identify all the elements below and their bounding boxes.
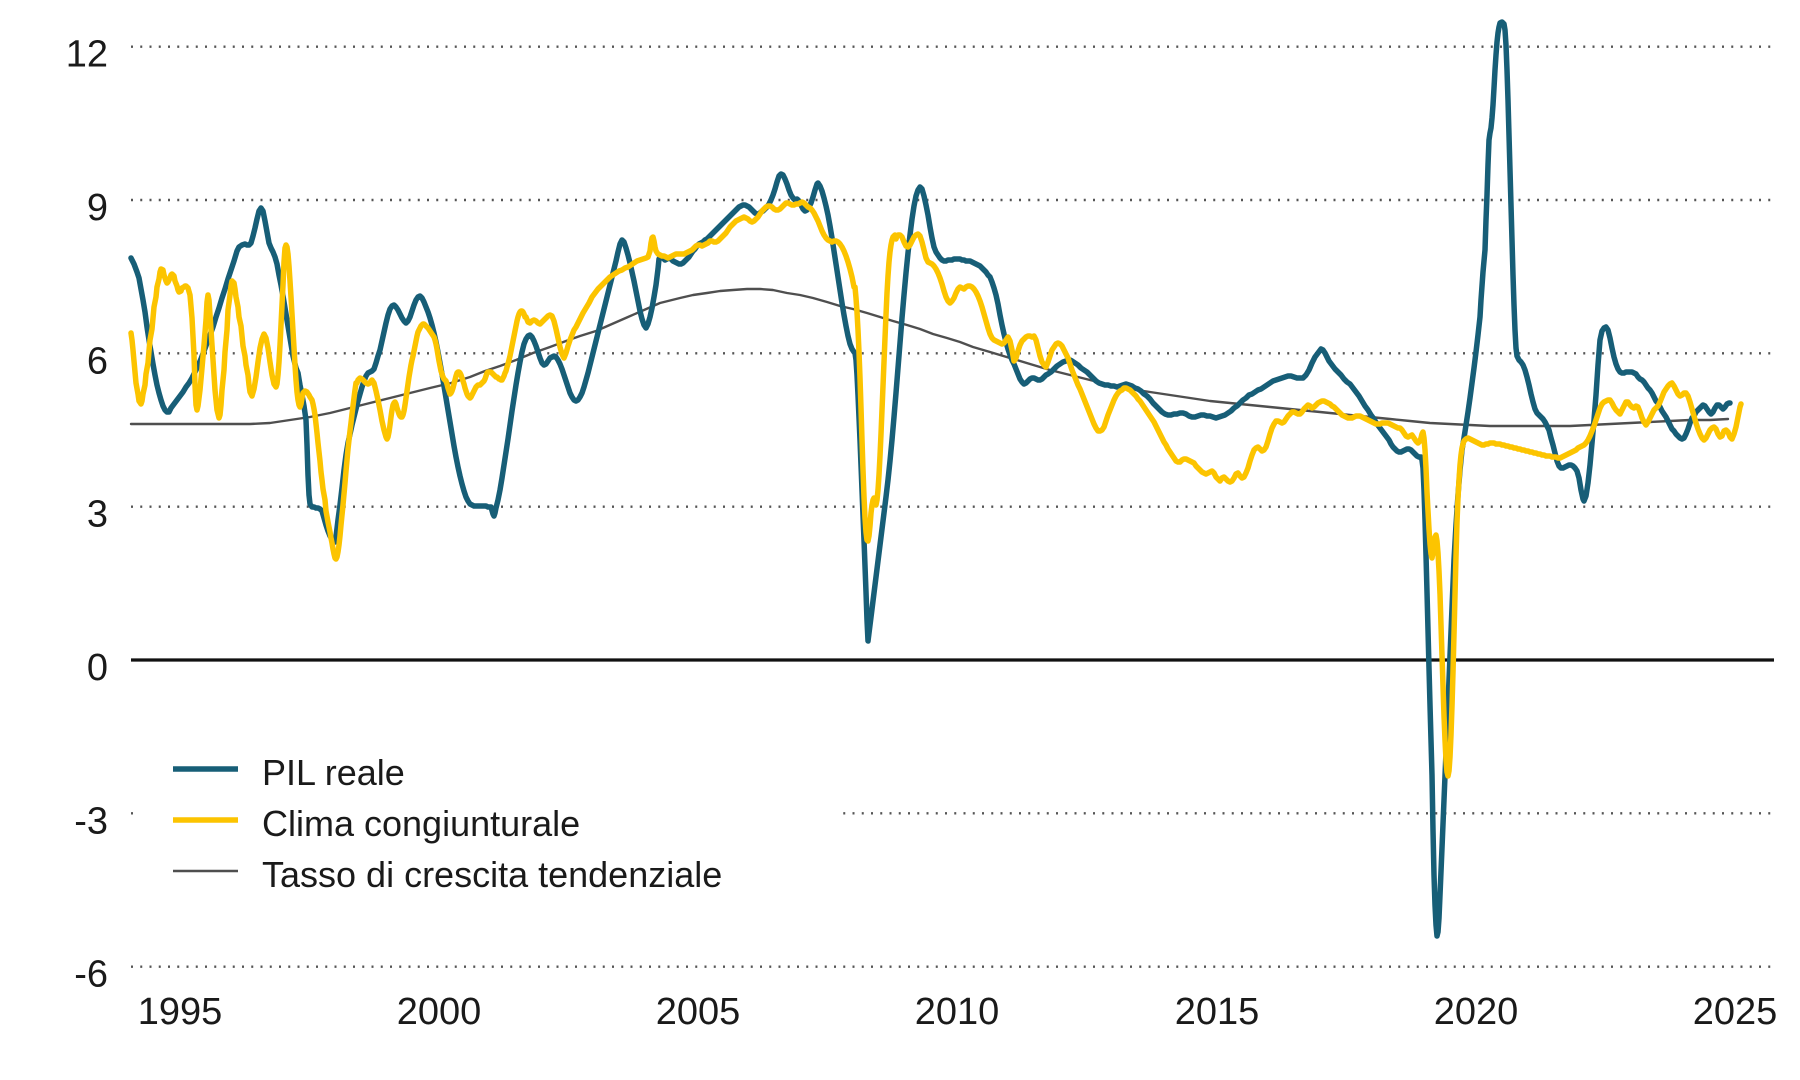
- svg-text:2005: 2005: [656, 991, 741, 1033]
- svg-text:Clima congiunturale: Clima congiunturale: [262, 803, 580, 844]
- svg-text:-3: -3: [74, 800, 108, 842]
- svg-text:9: 9: [87, 187, 108, 229]
- svg-text:2010: 2010: [915, 991, 1000, 1033]
- svg-text:12: 12: [66, 34, 108, 76]
- svg-text:PIL reale: PIL reale: [262, 752, 405, 793]
- svg-text:3: 3: [87, 494, 108, 536]
- svg-text:1995: 1995: [138, 991, 223, 1033]
- svg-text:2020: 2020: [1434, 991, 1519, 1033]
- svg-text:-6: -6: [74, 954, 108, 996]
- svg-text:2000: 2000: [397, 991, 482, 1033]
- svg-text:Tasso di crescita tendenziale: Tasso di crescita tendenziale: [262, 854, 722, 895]
- svg-text:2025: 2025: [1693, 991, 1778, 1033]
- svg-text:0: 0: [87, 647, 108, 689]
- svg-text:6: 6: [87, 340, 108, 382]
- svg-text:2015: 2015: [1175, 991, 1260, 1033]
